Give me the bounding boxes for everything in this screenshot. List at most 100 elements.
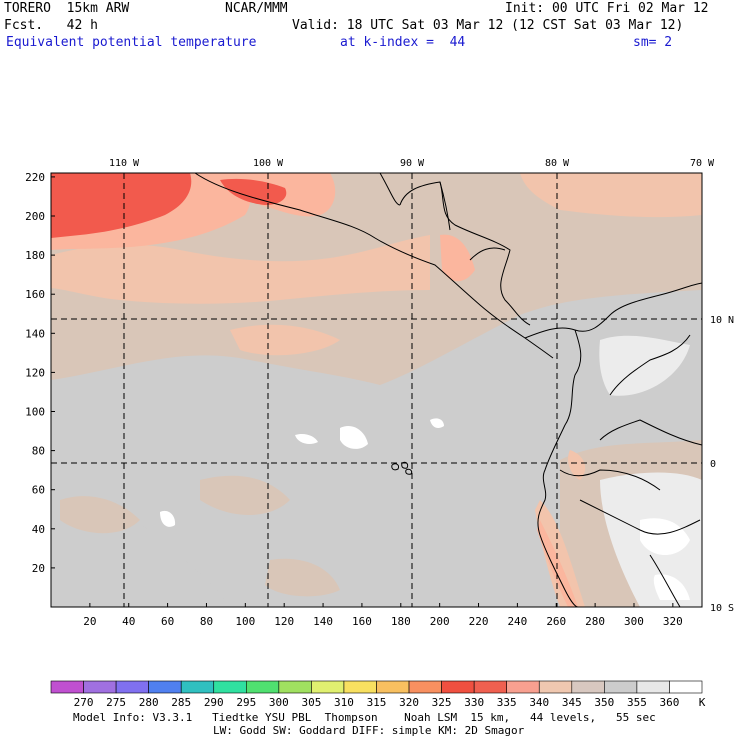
border-6 (439, 181, 451, 231)
tan-patch-sw (265, 558, 340, 597)
gray-region-south (51, 430, 230, 607)
model-info-line2: LW: Godd SW: Goddard DIFF: simple KM: 2D… (213, 724, 525, 737)
model-name: TORERO 15km ARW (4, 1, 130, 16)
latitude-labels: 10 N 0 10 S (710, 315, 734, 614)
colorbar-swatch (246, 680, 280, 694)
organization: NCAR/MMM (225, 1, 288, 16)
central-america-coast (194, 173, 554, 359)
x-tick-label: 220 (469, 615, 489, 628)
y-tick-label: 220 (25, 171, 45, 184)
graticule (51, 173, 702, 607)
map-frame (50, 172, 703, 608)
white-speckle-2 (295, 433, 318, 444)
longitude-label: 80 W (545, 158, 570, 169)
peach-band (51, 235, 430, 304)
white-speckle-4 (430, 418, 444, 428)
x-tick-label: 20 (83, 615, 96, 628)
colorbar-swatch (83, 680, 117, 694)
y-tick-label: 100 (25, 406, 45, 419)
peach-andes (568, 450, 586, 480)
y-tick-label: 160 (25, 288, 45, 301)
colorbar-swatch (311, 680, 345, 694)
colorbar-swatch (213, 680, 247, 694)
colorbar-swatch (278, 680, 312, 694)
y-tick-label: 140 (25, 327, 45, 340)
colorbar-label: 350 (594, 696, 614, 709)
field-shading (51, 173, 702, 607)
latitude-label: 0 (710, 459, 716, 470)
colorbar-label: 325 (432, 696, 452, 709)
colorbar-label: 290 (204, 696, 224, 709)
x-axis: 20 40 60 80 100 120 140 160 180 200 220 240 260 280 30… (83, 603, 683, 628)
colorbar-label: 305 (301, 696, 321, 709)
latitude-label: 10 N (710, 315, 734, 326)
y-tick-label: 20 (32, 562, 45, 575)
longitude-labels: 110 W 100 W 90 W 80 W 70 W (109, 158, 715, 169)
border-2 (579, 499, 701, 535)
model-info-line1: Model Info: V3.3.1 Tiedtke YSU PBL Thomp… (73, 711, 656, 724)
x-tick-label: 80 (200, 615, 213, 628)
x-tick-label: 280 (585, 615, 605, 628)
yucatan-coast (379, 173, 401, 206)
colorbar-swatch (538, 680, 573, 694)
colorbar-label: 360 (660, 696, 680, 709)
border-3 (599, 419, 702, 446)
colorbar: 270 275 280 285 290 295 300 305 310 315 320 325 330 3… (50, 680, 706, 709)
white-speckle-3 (160, 510, 176, 527)
y-tick-label: 60 (32, 484, 45, 497)
forecast-hour: Fcst. 42 h (4, 18, 98, 33)
panama-coast (524, 282, 702, 339)
x-tick-label: 200 (430, 615, 450, 628)
colorbar-swatch (376, 680, 410, 694)
x-tick-label: 160 (352, 615, 372, 628)
x-tick-label: 320 (663, 615, 683, 628)
colorbar-label: 340 (529, 696, 549, 709)
init-time: Init: 00 UTC Fri 02 Mar 12 (505, 1, 709, 16)
coastlines (194, 173, 702, 607)
colorbar-swatch (506, 680, 540, 694)
y-tick-label: 120 (25, 366, 45, 379)
y-axis: 20 40 60 80 100 120 140 160 180 200 220 (25, 171, 55, 575)
x-tick-label: 60 (161, 615, 174, 628)
level-label: at k-index = 44 (340, 35, 466, 50)
colorbar-label: 275 (106, 696, 126, 709)
y-tick-label: 180 (25, 249, 45, 262)
galapagos (391, 461, 413, 475)
latitude-label: 10 S (710, 603, 734, 614)
border-1 (559, 469, 661, 491)
peach-northeast (520, 173, 702, 218)
colorbar-label: 315 (367, 696, 387, 709)
white-speckle-5 (640, 518, 690, 555)
colorbar-label: 310 (334, 696, 354, 709)
colorbar-swatch (473, 680, 507, 694)
x-tick-label: 120 (274, 615, 294, 628)
colorbar-swatch (571, 680, 605, 694)
longitude-label: 110 W (109, 158, 140, 169)
colorbar-swatch (343, 680, 377, 694)
y-tick-label: 80 (32, 445, 45, 458)
tan-patch-south (60, 496, 140, 534)
white-speckle-6 (653, 574, 690, 600)
warm-red-coast (220, 178, 287, 205)
peach-coast (535, 500, 585, 607)
x-tick-label: 100 (235, 615, 255, 628)
y-tick-label: 40 (32, 523, 45, 536)
y-tick-label: 200 (25, 210, 45, 223)
longitude-label: 90 W (400, 158, 425, 169)
x-tick-label: 180 (391, 615, 411, 628)
x-tick-label: 240 (507, 615, 527, 628)
x-tick-label: 40 (122, 615, 135, 628)
south-america-coast (537, 329, 582, 607)
colorbar-label: 300 (269, 696, 289, 709)
longitude-label: 100 W (253, 158, 284, 169)
field-name: Equivalent potential temperature (6, 35, 257, 50)
colorbar-swatch (50, 680, 84, 694)
x-tick-label: 260 (546, 615, 566, 628)
colorbar-label: 270 (74, 696, 94, 709)
border-5 (609, 334, 691, 396)
colorbar-label: 355 (627, 696, 647, 709)
colorbar-label: 320 (399, 696, 419, 709)
central-america-north-coast (399, 181, 531, 326)
valid-time: Valid: 18 UTC Sat 03 Mar 12 (12 CST Sat … (292, 18, 684, 33)
border-7 (469, 247, 506, 261)
